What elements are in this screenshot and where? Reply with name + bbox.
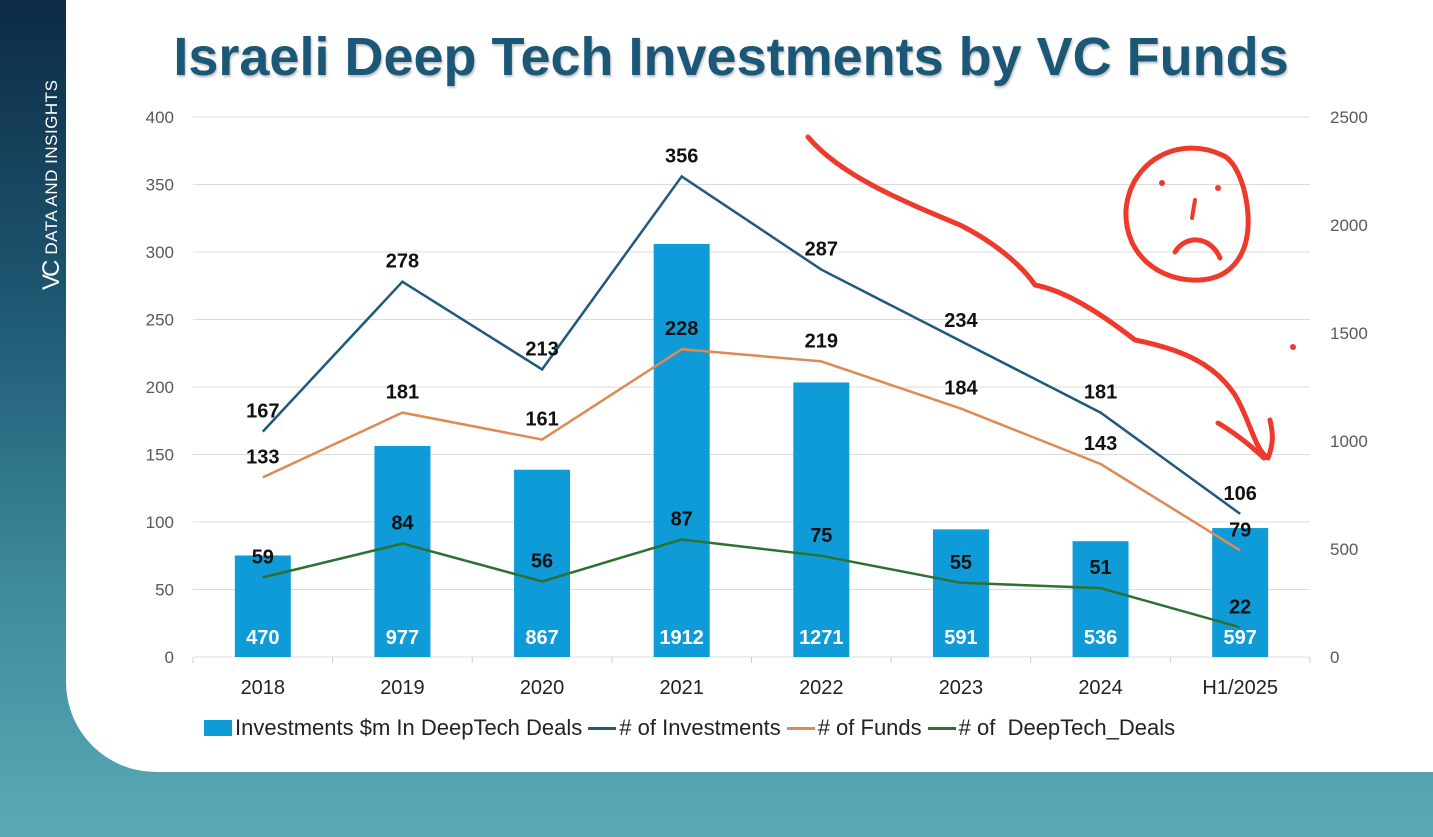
line-data-label: 228 bbox=[665, 318, 698, 340]
line-data-label: 59 bbox=[252, 546, 274, 568]
bar bbox=[932, 529, 989, 657]
line-data-label: 356 bbox=[665, 145, 698, 167]
annotation-arrow bbox=[805, 134, 1275, 461]
bar bbox=[514, 469, 571, 657]
x-tick-label: 2019 bbox=[380, 677, 425, 699]
bar bbox=[653, 244, 710, 657]
line-data-label: 287 bbox=[805, 239, 838, 261]
annotation-face-nose bbox=[1190, 198, 1197, 220]
x-tick-label: 2020 bbox=[520, 677, 565, 699]
y-right-tick-label: 500 bbox=[1330, 540, 1358, 559]
line-data-label: 219 bbox=[805, 330, 838, 352]
bar-data-label: 1912 bbox=[659, 627, 704, 649]
chart-legend: Investments $m In DeepTech Deals # of Inv… bbox=[204, 715, 1181, 741]
line-data-label: 75 bbox=[810, 525, 832, 547]
bar-data-label: 867 bbox=[525, 627, 558, 649]
line-data-label: 167 bbox=[246, 401, 279, 423]
line-data-label: 181 bbox=[386, 382, 419, 404]
bar-data-label: 977 bbox=[386, 627, 419, 649]
line-data-label: 181 bbox=[1084, 382, 1117, 404]
annotation-sad-face bbox=[1123, 145, 1251, 283]
y-right-tick-label: 1000 bbox=[1330, 432, 1368, 451]
y-right-tick-label: 1500 bbox=[1330, 324, 1368, 343]
line-data-label: 213 bbox=[525, 338, 558, 360]
y-left-tick-label: 250 bbox=[146, 311, 174, 330]
bar bbox=[374, 445, 431, 657]
legend-label: # of Investments bbox=[619, 715, 781, 740]
x-tick-label: H1/2025 bbox=[1202, 677, 1278, 699]
x-tick-label: 2024 bbox=[1078, 677, 1123, 699]
line-data-label: 184 bbox=[944, 378, 978, 400]
line-data-label: 106 bbox=[1224, 483, 1257, 505]
y-left-tick-label: 50 bbox=[155, 581, 174, 600]
bar-data-label: 536 bbox=[1084, 627, 1117, 649]
line-data-label: 84 bbox=[391, 513, 414, 535]
series-line bbox=[261, 174, 1241, 515]
y-left-tick-label: 100 bbox=[146, 513, 174, 532]
x-tick-label: 2021 bbox=[659, 677, 704, 699]
y-right-tick-label: 2500 bbox=[1330, 108, 1368, 127]
bar-data-label: 470 bbox=[246, 627, 279, 649]
legend-item: # of Investments bbox=[588, 715, 781, 741]
legend-swatch bbox=[927, 726, 956, 730]
y-left-tick-label: 400 bbox=[146, 108, 174, 127]
line-data-label: 234 bbox=[944, 310, 978, 332]
bar-data-label: 597 bbox=[1224, 627, 1257, 649]
bar bbox=[793, 382, 850, 657]
legend-swatch bbox=[204, 720, 232, 736]
bar-data-label: 1271 bbox=[799, 627, 844, 649]
annotation-dot bbox=[1290, 344, 1296, 350]
legend-label: # of DeepTech_Deals bbox=[958, 715, 1176, 740]
legend-swatch bbox=[588, 726, 617, 730]
annotation-face-eye bbox=[1159, 180, 1165, 186]
legend-item: # of DeepTech_Deals bbox=[927, 715, 1176, 741]
x-tick-label: 2018 bbox=[241, 677, 286, 699]
legend-label: # of Funds bbox=[817, 715, 922, 740]
legend-label: Investments $m In DeepTech Deals bbox=[235, 715, 583, 740]
legend-item: Investments $m In DeepTech Deals bbox=[204, 715, 582, 741]
line-data-label: 278 bbox=[386, 251, 419, 273]
y-left-tick-label: 200 bbox=[146, 378, 174, 397]
line-data-label: 51 bbox=[1089, 557, 1111, 579]
bar-data-label: 591 bbox=[944, 627, 977, 649]
chart-card bbox=[66, 0, 1433, 772]
line-data-label: 161 bbox=[525, 409, 558, 431]
series-line bbox=[262, 347, 1241, 552]
line-data-label: 22 bbox=[1229, 596, 1251, 618]
y-right-tick-label: 2000 bbox=[1330, 216, 1368, 235]
y-left-tick-label: 300 bbox=[146, 243, 174, 262]
x-tick-label: 2022 bbox=[799, 677, 844, 699]
y-left-tick-label: 0 bbox=[165, 648, 174, 667]
line-data-label: 87 bbox=[671, 509, 693, 531]
y-left-tick-label: 350 bbox=[146, 176, 174, 195]
legend-item: # of Funds bbox=[786, 715, 922, 741]
y-left-tick-label: 150 bbox=[146, 446, 174, 465]
annotation-face-eye bbox=[1215, 185, 1221, 191]
bar bbox=[1072, 541, 1129, 657]
line-data-label: 133 bbox=[246, 446, 279, 468]
y-right-tick-label: 0 bbox=[1330, 648, 1339, 667]
annotation-face-mouth bbox=[1172, 237, 1223, 261]
line-data-label: 56 bbox=[531, 550, 553, 572]
line-data-label: 55 bbox=[950, 552, 972, 574]
legend-swatch bbox=[786, 726, 815, 730]
x-tick-label: 2023 bbox=[939, 677, 984, 699]
series-line bbox=[262, 538, 1241, 629]
line-data-label: 143 bbox=[1084, 433, 1117, 455]
chart-title: Israeli Deep Tech Investments by VC Fund… bbox=[173, 27, 1289, 87]
line-data-label: 79 bbox=[1229, 519, 1251, 541]
